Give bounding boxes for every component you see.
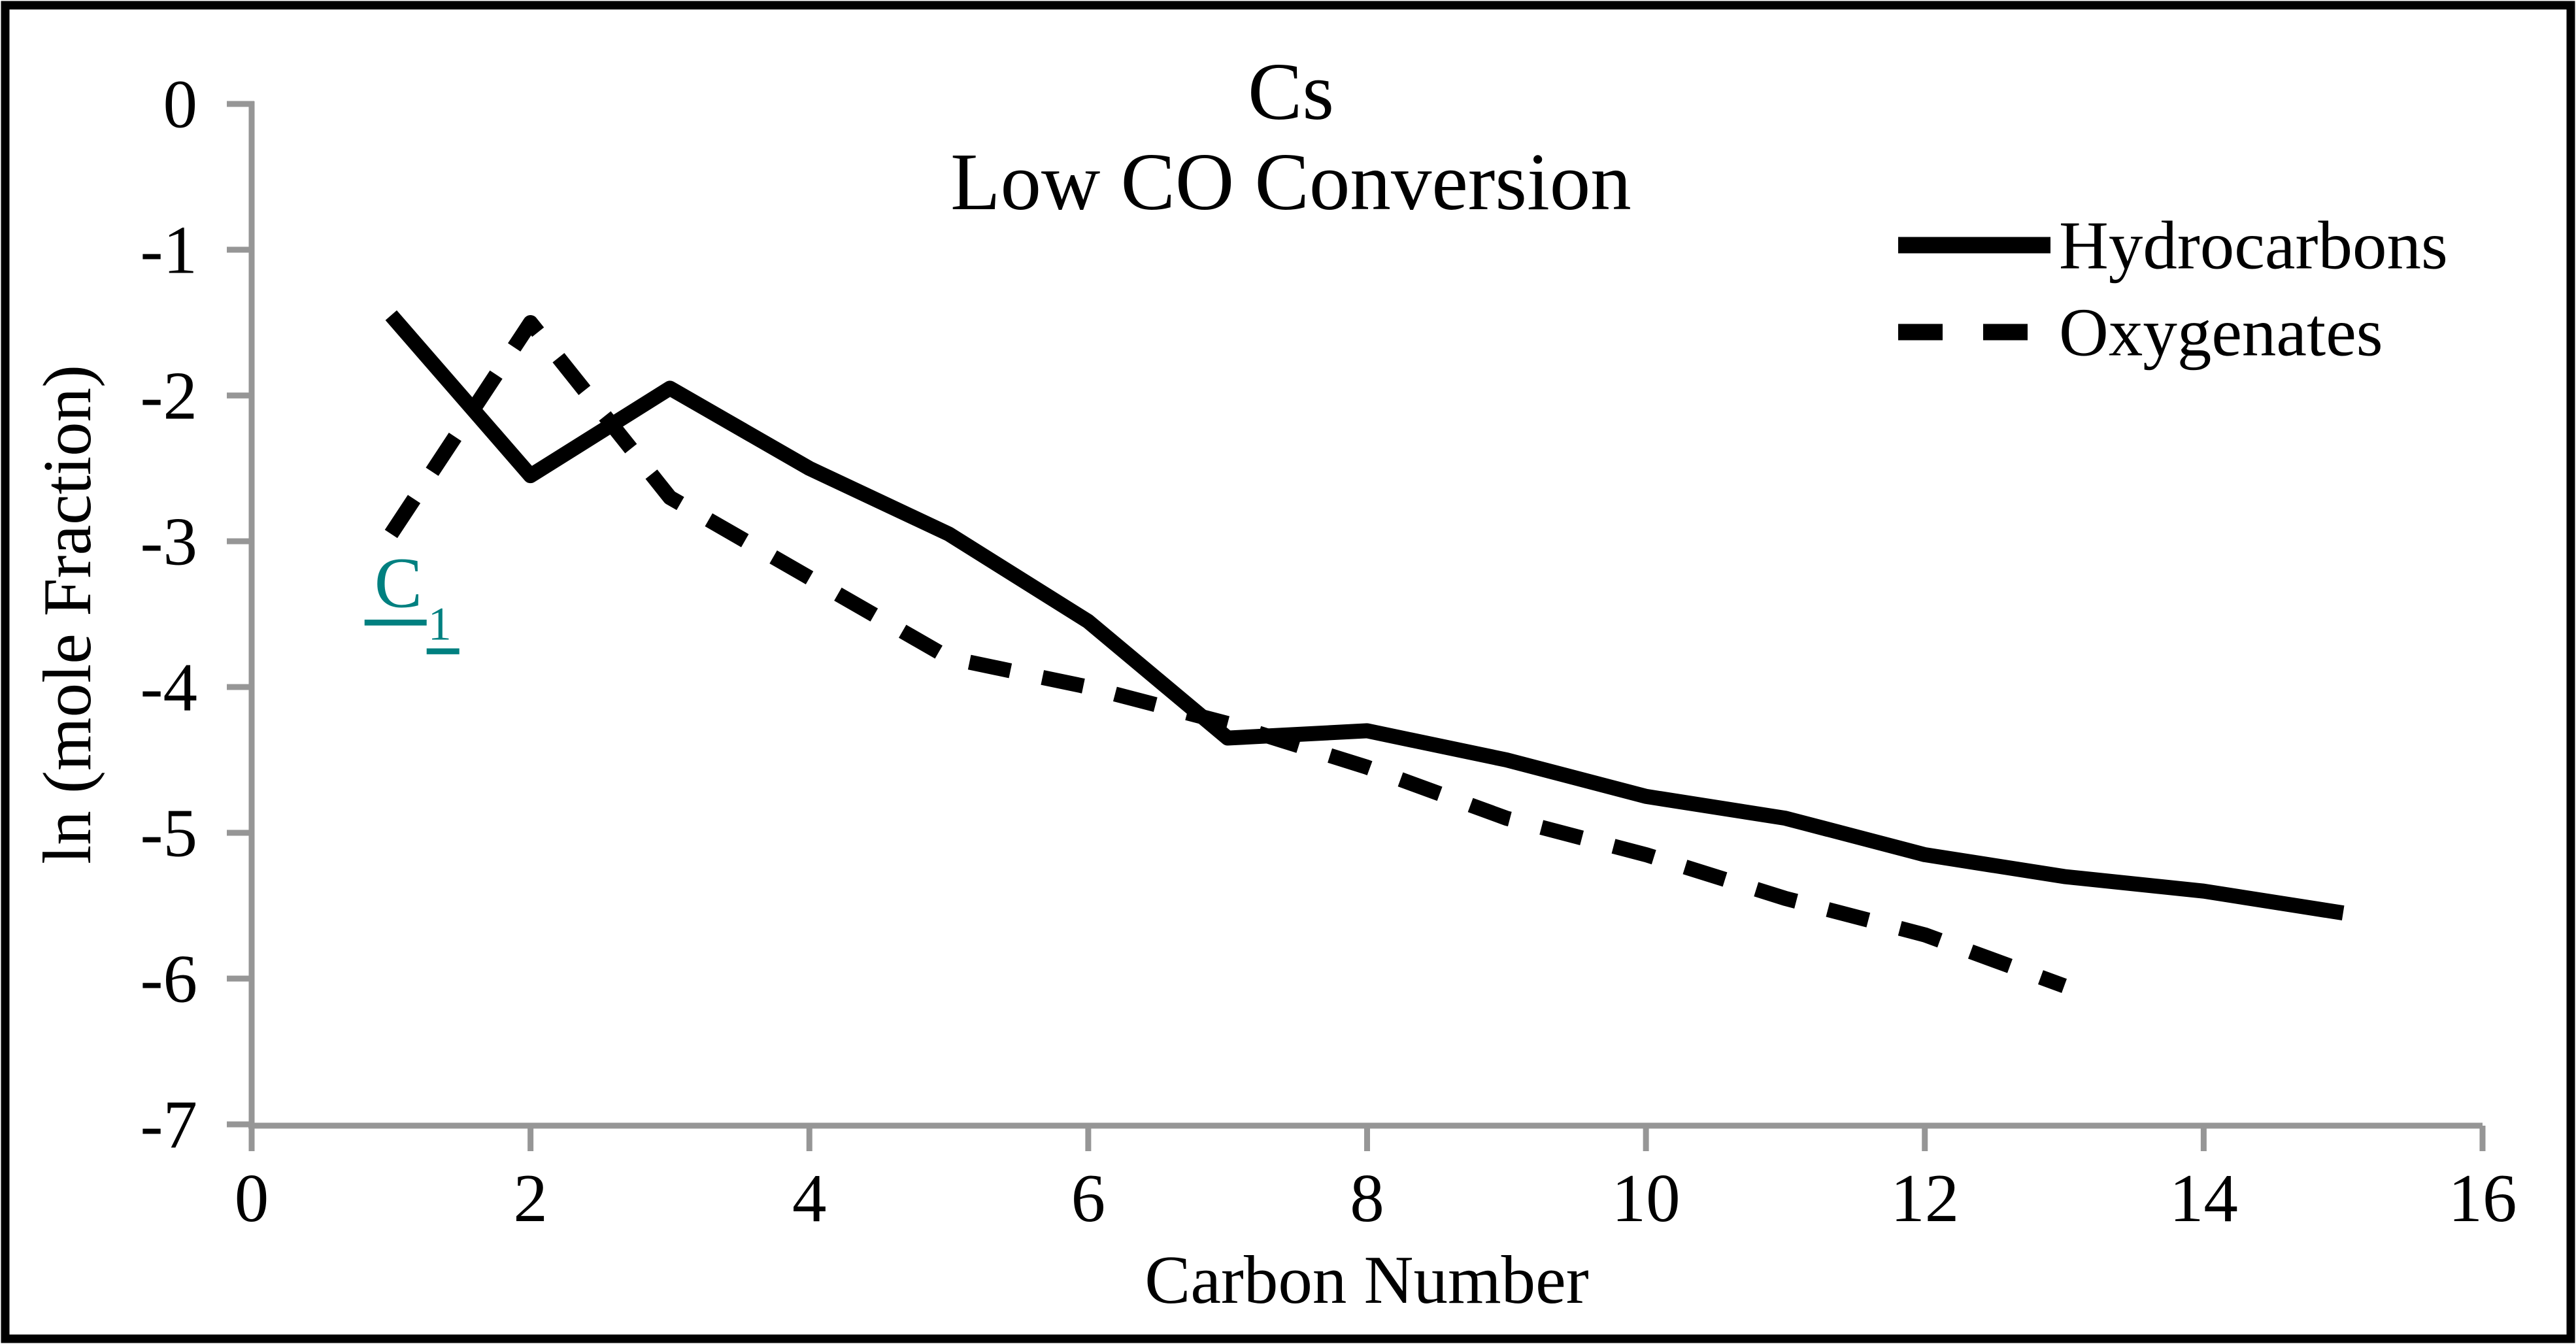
series-hydrocarbons-line bbox=[385, 310, 2345, 921]
y-tick-label: 0 bbox=[163, 66, 198, 143]
x-tick-label: 0 bbox=[235, 1160, 269, 1236]
x-tick-label: 12 bbox=[1890, 1160, 1959, 1236]
chart-title-line1: Cs bbox=[1248, 47, 1334, 137]
y-axis-title: ln (mole Fraction) bbox=[29, 365, 105, 864]
y-tick-label: -4 bbox=[141, 649, 197, 726]
x-tick-label: 8 bbox=[1350, 1160, 1384, 1236]
legend-oxygenates-label: Oxygenates bbox=[2059, 294, 2383, 371]
x-tick-label: 14 bbox=[2169, 1160, 2238, 1236]
y-axis-tick-labels: 0 -1 -2 -3 -4 -5 -6 -7 bbox=[141, 66, 197, 1163]
x-axis-title: Carbon Number bbox=[1145, 1241, 1588, 1318]
annotation-c1: C 1 bbox=[364, 543, 460, 654]
x-tick-label: 10 bbox=[1612, 1160, 1681, 1236]
x-axis-ticks bbox=[248, 1126, 2486, 1151]
y-tick-label: -2 bbox=[141, 358, 197, 434]
x-tick-label: 4 bbox=[792, 1160, 827, 1236]
y-tick-label: -1 bbox=[141, 212, 197, 288]
legend-hydrocarbons-label: Hydrocarbons bbox=[2059, 207, 2448, 284]
x-tick-label: 2 bbox=[513, 1160, 548, 1236]
series-oxygenates-line bbox=[384, 315, 2067, 993]
axes: 0 -1 -2 -3 -4 -5 -6 -7 0 2 4 6 8 10 12 14 16 bbox=[141, 66, 2517, 1237]
y-axis-ticks bbox=[227, 101, 254, 1128]
chart-title-line2: Low CO Conversion bbox=[950, 137, 1631, 227]
x-axis-tick-labels: 0 2 4 6 8 10 12 14 16 bbox=[235, 1160, 2517, 1236]
y-tick-label: -7 bbox=[141, 1086, 197, 1163]
x-tick-label: 6 bbox=[1071, 1160, 1106, 1236]
legend: Hydrocarbons Oxygenates bbox=[1898, 207, 2448, 371]
x-tick-label: 16 bbox=[2449, 1160, 2517, 1236]
y-tick-label: -5 bbox=[141, 795, 197, 871]
annotation-c1-subscript: 1 bbox=[428, 597, 452, 650]
annotation-c1-text: C bbox=[375, 543, 422, 622]
y-tick-label: -6 bbox=[141, 941, 197, 1017]
y-tick-label: -3 bbox=[141, 503, 197, 580]
